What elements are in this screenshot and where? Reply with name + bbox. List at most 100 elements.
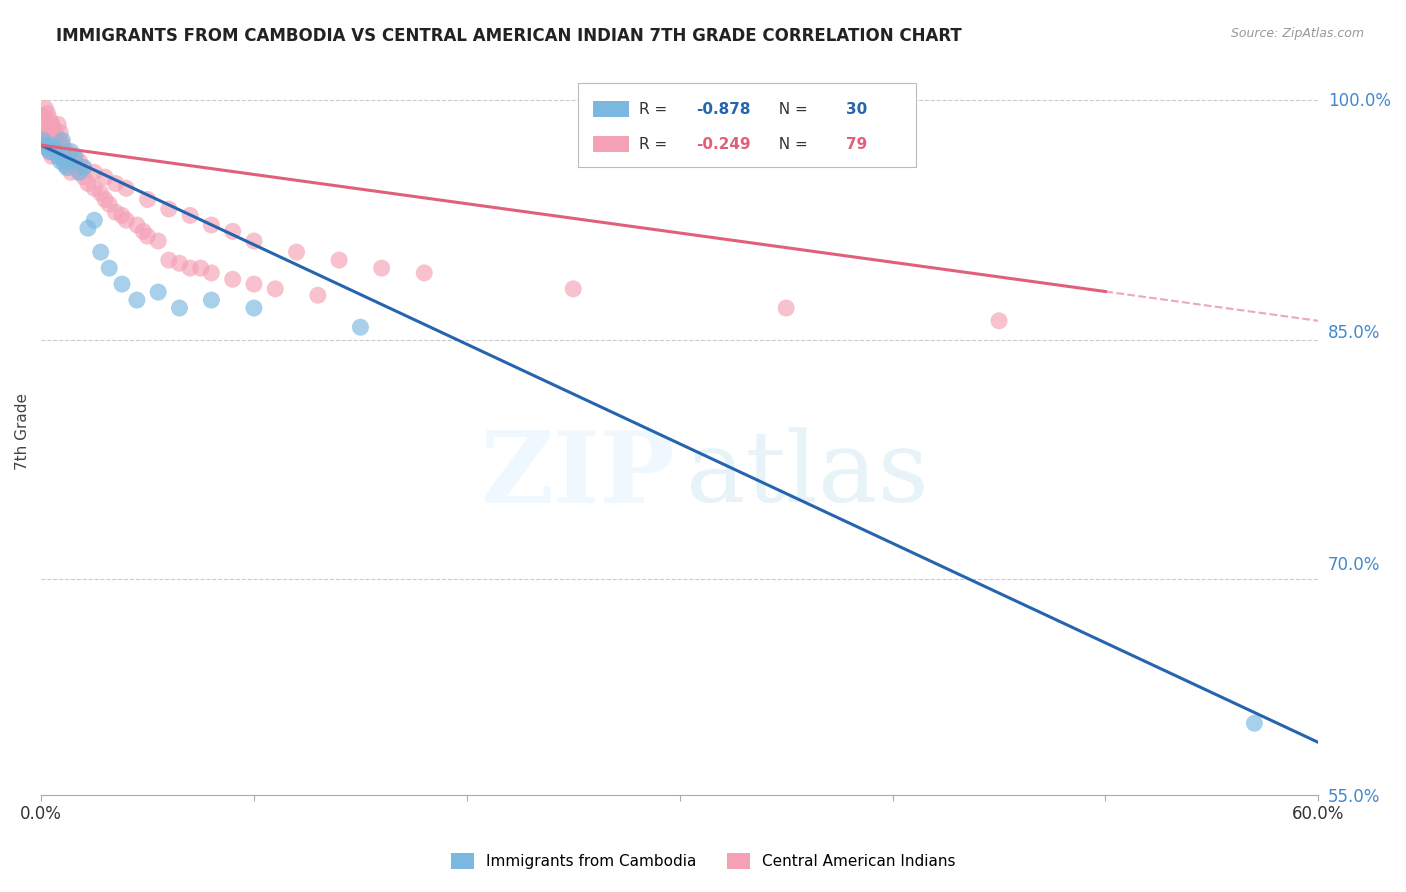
- Point: [132, 224, 155, 238]
- Bar: [593, 136, 628, 152]
- Point: [34, 125, 56, 139]
- Point: [111, 277, 134, 291]
- Point: [98, 197, 121, 211]
- Point: [94, 170, 117, 185]
- Point: [73, 161, 96, 175]
- Point: [38, 141, 60, 155]
- Bar: [578, 83, 915, 167]
- Text: R =: R =: [638, 136, 672, 152]
- Point: [45, 138, 67, 153]
- Point: [34, 102, 56, 116]
- Point: [179, 261, 201, 276]
- Point: [328, 253, 350, 268]
- Point: [98, 261, 121, 276]
- Point: [90, 245, 112, 260]
- Y-axis label: 7th Grade: 7th Grade: [15, 393, 30, 470]
- Text: Source: ZipAtlas.com: Source: ZipAtlas.com: [1230, 27, 1364, 40]
- Point: [115, 213, 138, 227]
- Point: [59, 165, 82, 179]
- Text: ZIP: ZIP: [479, 427, 675, 524]
- Point: [42, 125, 65, 139]
- Point: [66, 161, 89, 175]
- Point: [370, 261, 392, 276]
- Point: [94, 193, 117, 207]
- Point: [77, 221, 100, 235]
- Point: [349, 320, 371, 334]
- Point: [413, 266, 436, 280]
- Point: [51, 138, 73, 153]
- Point: [125, 218, 148, 232]
- Text: N =: N =: [769, 136, 813, 152]
- Text: R =: R =: [638, 102, 672, 117]
- Point: [38, 112, 60, 127]
- Text: atlas: atlas: [686, 427, 929, 524]
- Point: [62, 149, 84, 163]
- Point: [62, 149, 84, 163]
- Point: [63, 149, 86, 163]
- Point: [1243, 716, 1265, 731]
- Point: [37, 133, 59, 147]
- Point: [45, 128, 67, 143]
- Point: [115, 181, 138, 195]
- Point: [63, 154, 86, 169]
- Point: [243, 301, 266, 315]
- Point: [46, 117, 69, 131]
- Point: [41, 117, 63, 131]
- Point: [67, 165, 90, 179]
- Point: [125, 293, 148, 307]
- Point: [562, 282, 585, 296]
- Point: [37, 138, 59, 153]
- Point: [243, 277, 266, 291]
- Point: [104, 205, 127, 219]
- Point: [200, 266, 222, 280]
- Point: [67, 154, 90, 169]
- Point: [307, 288, 329, 302]
- Point: [41, 149, 63, 163]
- Point: [136, 193, 159, 207]
- Point: [285, 245, 308, 260]
- Point: [83, 181, 105, 195]
- Point: [190, 261, 212, 276]
- Point: [221, 272, 243, 286]
- Text: -0.878: -0.878: [696, 102, 751, 117]
- Point: [53, 157, 76, 171]
- Point: [58, 154, 80, 169]
- Point: [58, 161, 80, 175]
- Point: [34, 138, 56, 153]
- Point: [200, 293, 222, 307]
- Point: [83, 165, 105, 179]
- Point: [59, 145, 82, 159]
- Point: [169, 256, 191, 270]
- Point: [42, 141, 65, 155]
- Point: [775, 301, 797, 315]
- Point: [148, 285, 170, 299]
- Point: [157, 202, 180, 216]
- Point: [51, 141, 73, 155]
- Point: [67, 165, 90, 179]
- Point: [90, 186, 112, 200]
- Legend: Immigrants from Cambodia, Central American Indians: Immigrants from Cambodia, Central Americ…: [444, 847, 962, 875]
- Text: 79: 79: [846, 136, 868, 152]
- Point: [55, 154, 77, 169]
- Point: [42, 122, 65, 136]
- Point: [83, 213, 105, 227]
- Point: [73, 161, 96, 175]
- Point: [179, 209, 201, 223]
- Text: IMMIGRANTS FROM CAMBODIA VS CENTRAL AMERICAN INDIAN 7TH GRADE CORRELATION CHART: IMMIGRANTS FROM CAMBODIA VS CENTRAL AMER…: [56, 27, 962, 45]
- Text: -0.249: -0.249: [696, 136, 751, 152]
- Point: [111, 209, 134, 223]
- Point: [46, 149, 69, 163]
- Point: [46, 133, 69, 147]
- Point: [32, 117, 55, 131]
- Point: [41, 117, 63, 131]
- Point: [53, 149, 76, 163]
- Point: [37, 106, 59, 120]
- Point: [46, 149, 69, 163]
- Point: [38, 145, 60, 159]
- Point: [51, 133, 73, 147]
- Point: [41, 138, 63, 153]
- Point: [37, 141, 59, 155]
- Point: [77, 177, 100, 191]
- Point: [45, 145, 67, 159]
- Point: [136, 229, 159, 244]
